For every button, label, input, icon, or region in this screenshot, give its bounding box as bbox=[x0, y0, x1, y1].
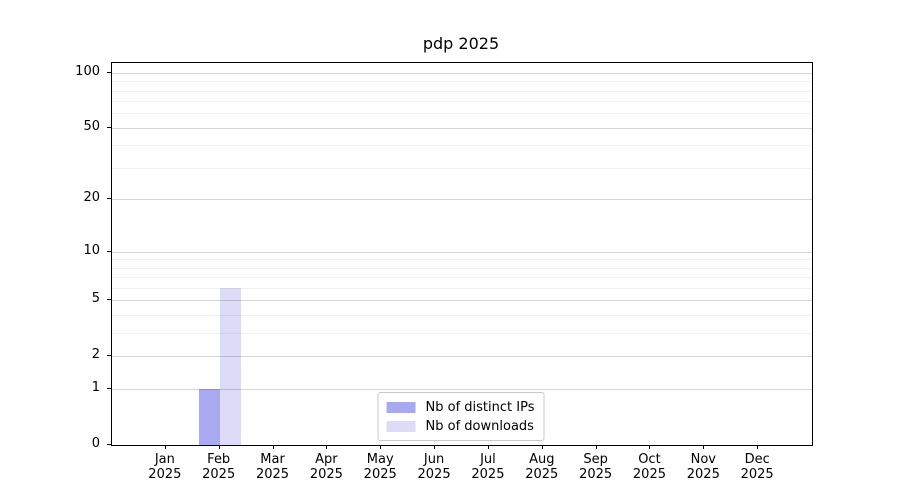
x-tick-month: Aug bbox=[529, 452, 555, 467]
x-axis-tick-label: Dec 2025 bbox=[727, 452, 787, 482]
gridline-minor bbox=[112, 101, 812, 103]
x-axis-tick-label: Aug 2025 bbox=[512, 452, 572, 482]
gridline-major bbox=[112, 300, 812, 302]
gridline-minor bbox=[112, 267, 812, 269]
legend-item-nb-of-distinct-ips: Nb of distinct IPs bbox=[386, 399, 535, 415]
x-tick-month: Apr bbox=[315, 452, 338, 467]
x-tick-month: Oct bbox=[638, 452, 661, 467]
legend-label-nb-of-distinct-ips: Nb of distinct IPs bbox=[425, 399, 535, 415]
y-axis-tick bbox=[107, 71, 111, 73]
x-axis-tick-label: Nov 2025 bbox=[673, 452, 733, 482]
chart-title: pdp 2025 bbox=[422, 34, 500, 53]
gridline-major bbox=[112, 199, 812, 201]
x-axis-tick bbox=[218, 445, 220, 449]
x-axis-tick bbox=[649, 445, 651, 449]
x-axis-tick bbox=[541, 445, 543, 449]
x-axis-tick bbox=[757, 445, 759, 449]
x-tick-month: Jun bbox=[423, 452, 445, 467]
x-tick-year: 2025 bbox=[471, 467, 505, 482]
x-axis-tick bbox=[380, 445, 382, 449]
y-axis-tick-label: 50 bbox=[83, 118, 100, 134]
gridline-major bbox=[112, 389, 812, 391]
x-tick-month: Sep bbox=[583, 452, 608, 467]
x-tick-year: 2025 bbox=[202, 467, 236, 482]
bar-nb-of-downloads-feb bbox=[219, 288, 241, 445]
gridline-minor bbox=[112, 315, 812, 317]
y-axis-tick-label: 2 bbox=[91, 347, 100, 363]
gridline-minor bbox=[112, 90, 812, 92]
x-axis-tick bbox=[326, 445, 328, 449]
gridline-minor bbox=[112, 168, 812, 170]
x-axis-tick bbox=[595, 445, 597, 449]
gridline-major bbox=[112, 356, 812, 358]
x-axis-tick bbox=[487, 445, 489, 449]
x-tick-year: 2025 bbox=[686, 467, 720, 482]
x-axis-tick-label: Jan 2025 bbox=[135, 452, 195, 482]
y-axis-tick-label: 10 bbox=[83, 242, 100, 258]
x-axis-tick-label: Mar 2025 bbox=[243, 452, 303, 482]
x-tick-month: Dec bbox=[744, 452, 770, 467]
x-axis-tick bbox=[434, 445, 436, 449]
x-tick-month: Jan bbox=[154, 452, 175, 467]
x-tick-year: 2025 bbox=[579, 467, 613, 482]
x-tick-month: Mar bbox=[260, 452, 285, 467]
gridline-minor bbox=[112, 259, 812, 261]
plot-area bbox=[111, 62, 813, 446]
x-tick-year: 2025 bbox=[148, 467, 182, 482]
gridline-minor bbox=[112, 145, 812, 147]
y-axis-tick-label: 5 bbox=[91, 291, 100, 307]
y-axis-tick-label: 100 bbox=[75, 63, 100, 79]
x-tick-year: 2025 bbox=[309, 467, 343, 482]
x-axis-tick-label: Apr 2025 bbox=[296, 452, 356, 482]
y-axis-tick-label: 1 bbox=[91, 380, 100, 396]
gridline-major bbox=[112, 251, 812, 253]
y-axis-tick bbox=[107, 355, 111, 357]
x-axis-tick-label: Feb 2025 bbox=[189, 452, 249, 482]
gridline-minor bbox=[112, 113, 812, 115]
gridline-major bbox=[112, 72, 812, 74]
x-tick-month: Jul bbox=[480, 452, 496, 467]
gridline-minor bbox=[112, 277, 812, 279]
x-tick-year: 2025 bbox=[417, 467, 451, 482]
legend-label-nb-of-downloads: Nb of downloads bbox=[425, 418, 534, 434]
x-tick-year: 2025 bbox=[363, 467, 397, 482]
gridline-minor bbox=[112, 333, 812, 335]
legend-swatch-nb-of-distinct-ips bbox=[386, 401, 416, 413]
x-tick-year: 2025 bbox=[255, 467, 290, 482]
x-tick-year: 2025 bbox=[740, 467, 774, 482]
x-tick-month: May bbox=[366, 452, 394, 467]
x-axis-tick-label: Jun 2025 bbox=[404, 452, 464, 482]
y-axis-tick bbox=[107, 126, 111, 128]
y-axis-tick bbox=[107, 444, 111, 445]
x-axis-tick bbox=[164, 445, 166, 449]
x-axis-tick-label: May 2025 bbox=[350, 452, 410, 482]
x-axis-tick bbox=[272, 445, 274, 449]
x-axis-tick-label: Oct 2025 bbox=[619, 452, 679, 482]
x-tick-month: Nov bbox=[690, 452, 716, 467]
gridline-minor bbox=[112, 288, 812, 290]
x-axis-tick bbox=[703, 445, 705, 449]
legend-swatch-nb-of-downloads bbox=[386, 420, 416, 432]
y-axis-tick bbox=[107, 198, 111, 200]
legend: Nb of distinct IPs Nb of downloads bbox=[377, 392, 545, 441]
x-axis-tick-label: Jul 2025 bbox=[458, 452, 518, 482]
x-tick-year: 2025 bbox=[525, 467, 559, 482]
gridline-major bbox=[112, 127, 812, 129]
gridline-minor bbox=[112, 81, 812, 83]
x-tick-year: 2025 bbox=[632, 467, 666, 482]
bar-nb-of-distinct-ips-feb bbox=[198, 389, 220, 445]
y-axis-tick bbox=[107, 388, 111, 390]
y-axis-tick bbox=[107, 250, 111, 252]
y-axis-tick-label: 0 bbox=[91, 436, 100, 451]
legend-item-nb-of-downloads: Nb of downloads bbox=[386, 418, 535, 434]
y-axis-tick-label: 20 bbox=[83, 190, 100, 206]
x-axis-tick-label: Sep 2025 bbox=[566, 452, 626, 482]
y-axis-tick bbox=[107, 299, 111, 301]
x-tick-month: Feb bbox=[207, 452, 231, 467]
